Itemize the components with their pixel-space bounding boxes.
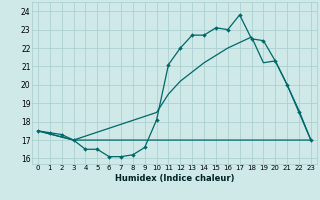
X-axis label: Humidex (Indice chaleur): Humidex (Indice chaleur) xyxy=(115,174,234,183)
